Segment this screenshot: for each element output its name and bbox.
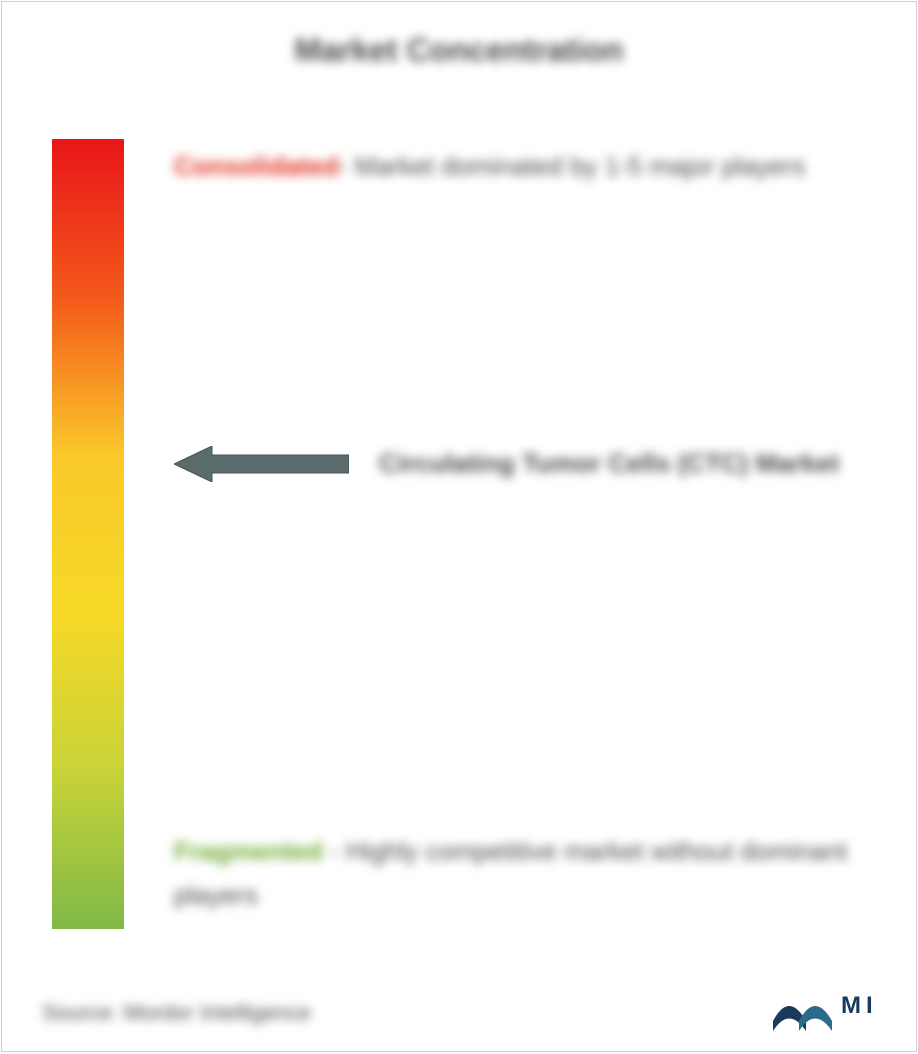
svg-text:M: M <box>841 992 861 1019</box>
chart-container: Market Concentration Consolidated- Marke… <box>1 1 917 1052</box>
consolidated-description: - Market dominated by 1-5 major players <box>339 151 806 181</box>
chart-title: Market Concentration <box>42 32 876 69</box>
consolidated-label: Consolidated- Market dominated by 1-5 ma… <box>174 144 856 188</box>
arrow-container <box>174 446 349 482</box>
concentration-gradient-bar <box>52 139 124 929</box>
consolidated-term: Consolidated <box>174 151 339 181</box>
fragmented-label: Fragmented - Highly competitive market w… <box>174 829 856 917</box>
left-arrow-icon <box>174 446 349 482</box>
svg-text:I: I <box>866 992 873 1019</box>
market-name-label: Circulating Tumor Cells (CTC) Market <box>379 444 839 483</box>
mordor-logo: M I <box>771 981 891 1036</box>
market-position-indicator: Circulating Tumor Cells (CTC) Market <box>174 444 856 483</box>
content-area: Consolidated- Market dominated by 1-5 ma… <box>42 129 876 949</box>
source-attribution: Source: Mordor Intelligence <box>42 1000 311 1026</box>
labels-area: Consolidated- Market dominated by 1-5 ma… <box>124 129 876 949</box>
fragmented-term: Fragmented <box>174 836 323 866</box>
